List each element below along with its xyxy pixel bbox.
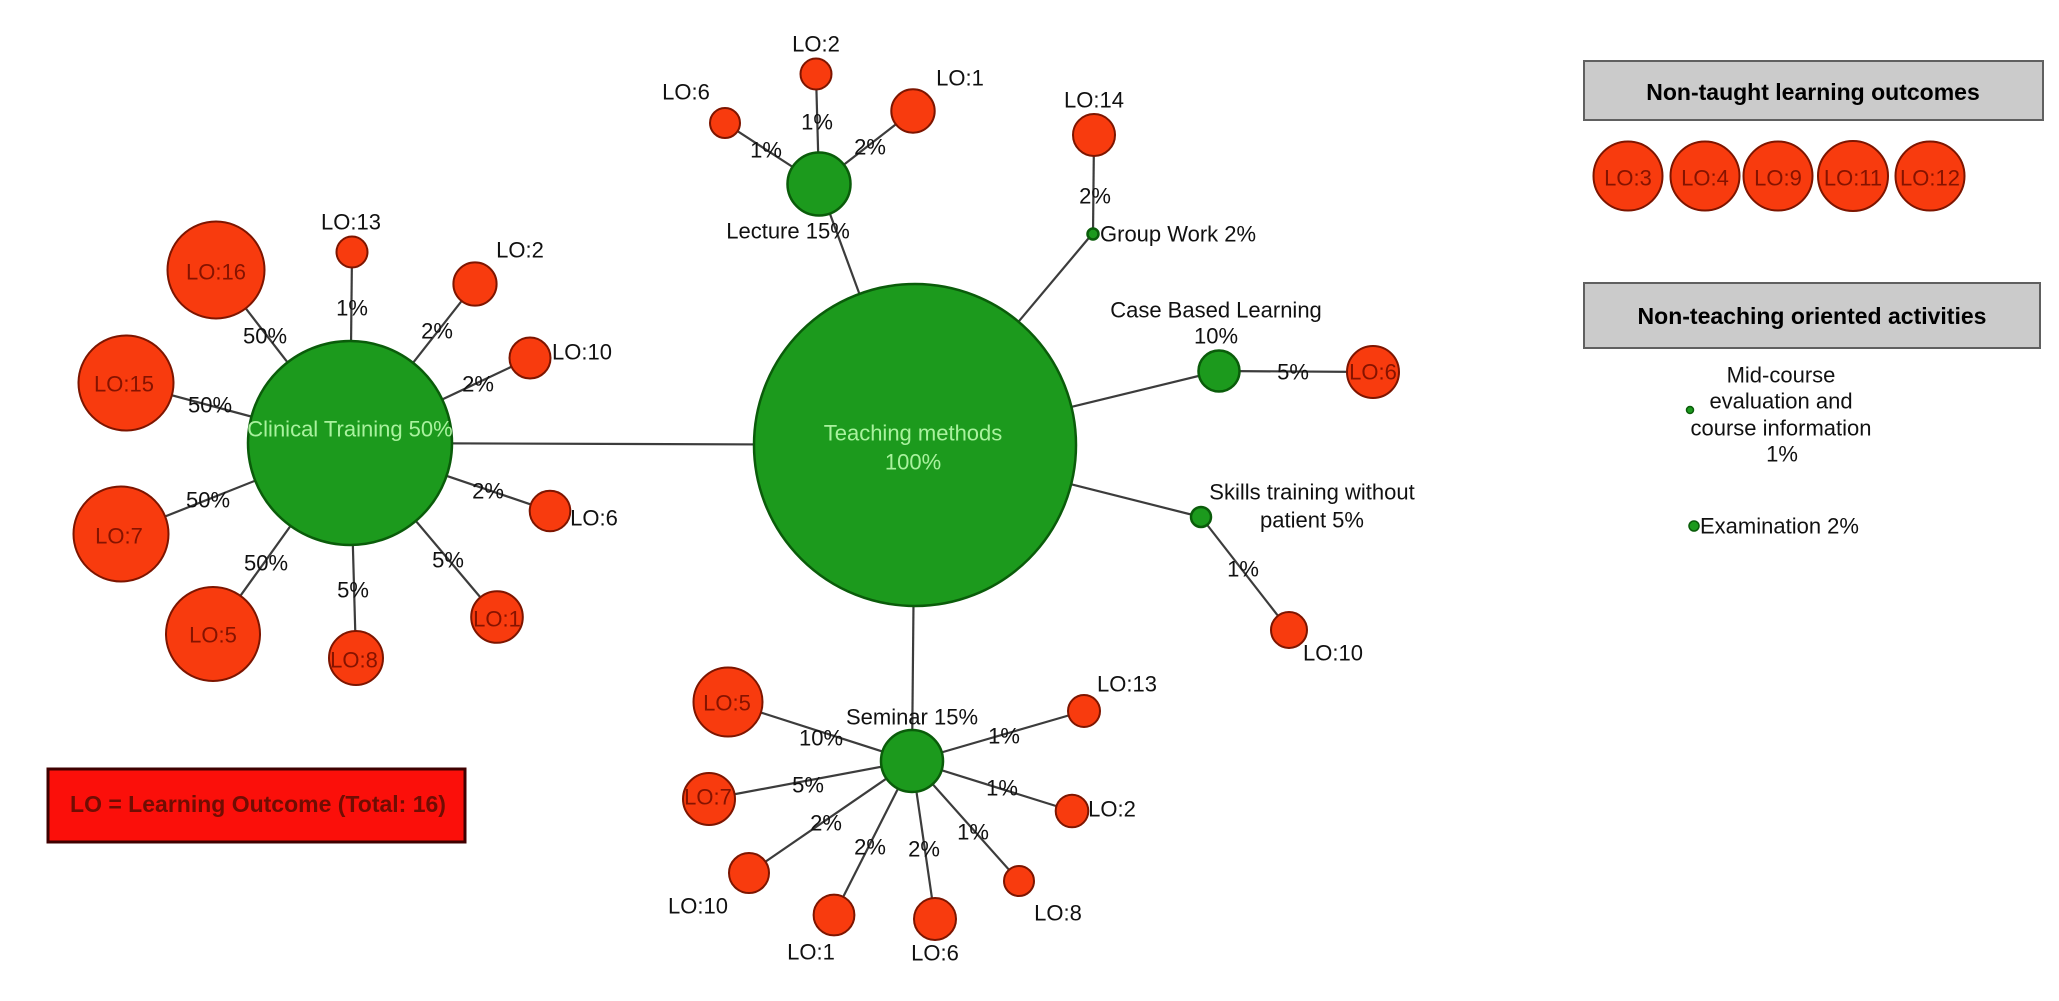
svg-text:LO:13: LO:13 xyxy=(1097,672,1157,697)
svg-text:LO:7: LO:7 xyxy=(684,785,732,810)
svg-text:LO:4: LO:4 xyxy=(1681,166,1729,191)
svg-text:5%: 5% xyxy=(792,773,824,798)
svg-text:LO:10: LO:10 xyxy=(668,894,728,919)
svg-text:10%: 10% xyxy=(799,726,843,751)
svg-text:LO:11: LO:11 xyxy=(1824,166,1882,191)
svg-text:LO:15: LO:15 xyxy=(94,372,154,397)
svg-text:1%: 1% xyxy=(801,110,833,135)
svg-text:Case Based Learning: Case Based Learning xyxy=(1110,298,1322,323)
svg-text:LO:14: LO:14 xyxy=(1064,88,1124,113)
svg-text:Lecture 15%: Lecture 15% xyxy=(726,219,850,244)
svg-text:LO:10: LO:10 xyxy=(1303,641,1363,666)
svg-text:LO:2: LO:2 xyxy=(1088,797,1136,822)
svg-text:LO:5: LO:5 xyxy=(189,623,237,648)
svg-text:LO = Learning Outcome (Total:: LO = Learning Outcome (Total: 16) xyxy=(70,791,446,817)
svg-text:1%: 1% xyxy=(986,776,1018,801)
svg-text:2%: 2% xyxy=(810,811,842,836)
svg-text:LO:1: LO:1 xyxy=(936,66,984,91)
svg-text:Group Work 2%: Group Work 2% xyxy=(1100,222,1256,247)
svg-text:LO:5: LO:5 xyxy=(703,691,751,716)
svg-text:2%: 2% xyxy=(421,319,453,344)
svg-text:1%: 1% xyxy=(988,724,1020,749)
svg-text:1%: 1% xyxy=(1227,557,1259,582)
svg-text:evaluation and: evaluation and xyxy=(1709,389,1852,414)
svg-text:5%: 5% xyxy=(432,548,464,573)
svg-text:LO:2: LO:2 xyxy=(792,32,840,57)
svg-text:50%: 50% xyxy=(243,324,287,349)
svg-text:LO:8: LO:8 xyxy=(1034,901,1082,926)
svg-text:LO:3: LO:3 xyxy=(1604,166,1652,191)
svg-text:2%: 2% xyxy=(908,837,940,862)
svg-text:Skills training without: Skills training without xyxy=(1209,480,1414,505)
svg-text:LO:12: LO:12 xyxy=(1900,166,1960,191)
svg-text:Mid-course: Mid-course xyxy=(1727,363,1836,388)
svg-text:2%: 2% xyxy=(472,479,504,504)
svg-text:LO:8: LO:8 xyxy=(330,648,378,673)
svg-text:Seminar 15%: Seminar 15% xyxy=(846,705,978,730)
svg-text:LO:7: LO:7 xyxy=(95,524,143,549)
svg-text:2%: 2% xyxy=(1079,184,1111,209)
svg-text:LO:6: LO:6 xyxy=(1349,360,1397,385)
svg-text:10%: 10% xyxy=(1194,324,1238,349)
svg-text:LO:16: LO:16 xyxy=(186,260,246,285)
svg-text:Teaching methods: Teaching methods xyxy=(824,421,1003,446)
svg-text:Non-taught learning outcomes: Non-taught learning outcomes xyxy=(1646,79,1980,105)
svg-text:2%: 2% xyxy=(462,372,494,397)
svg-text:1%: 1% xyxy=(336,296,368,321)
svg-text:LO:1: LO:1 xyxy=(473,607,521,632)
svg-text:LO:6: LO:6 xyxy=(911,941,959,966)
svg-text:5%: 5% xyxy=(1277,360,1309,385)
svg-text:1%: 1% xyxy=(1766,442,1798,467)
svg-text:Clinical Training 50%: Clinical Training 50% xyxy=(247,417,452,442)
svg-text:50%: 50% xyxy=(186,488,230,513)
svg-text:5%: 5% xyxy=(337,578,369,603)
svg-text:Non-teaching oriented activiti: Non-teaching oriented activities xyxy=(1638,303,1987,329)
svg-text:100%: 100% xyxy=(885,450,941,475)
svg-text:2%: 2% xyxy=(854,835,886,860)
svg-text:LO:2: LO:2 xyxy=(496,238,544,263)
svg-text:Examination 2%: Examination 2% xyxy=(1700,514,1859,539)
svg-text:1%: 1% xyxy=(750,138,782,163)
svg-text:LO:9: LO:9 xyxy=(1754,166,1802,191)
svg-text:LO:6: LO:6 xyxy=(570,506,618,531)
svg-text:1%: 1% xyxy=(957,820,989,845)
svg-text:LO:13: LO:13 xyxy=(321,210,381,235)
svg-text:LO:10: LO:10 xyxy=(552,340,612,365)
svg-text:course information: course information xyxy=(1691,416,1872,441)
svg-text:50%: 50% xyxy=(188,393,232,418)
svg-text:50%: 50% xyxy=(244,551,288,576)
svg-text:LO:6: LO:6 xyxy=(662,80,710,105)
svg-text:2%: 2% xyxy=(854,135,886,160)
svg-text:patient 5%: patient 5% xyxy=(1260,508,1364,533)
svg-text:LO:1: LO:1 xyxy=(787,940,835,965)
